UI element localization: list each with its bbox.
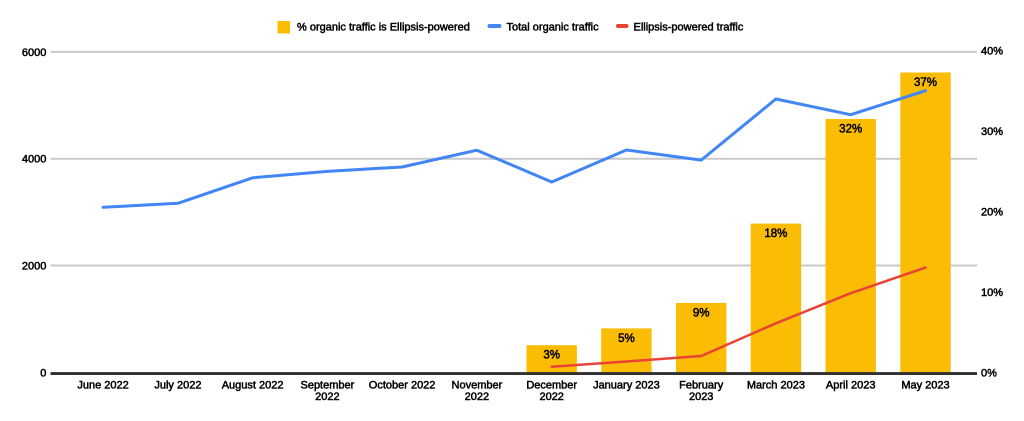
svg-text:2000: 2000: [22, 261, 46, 273]
svg-text:January 2023: January 2023: [593, 379, 660, 391]
svg-text:37%: 37%: [914, 77, 937, 89]
svg-text:February: February: [679, 379, 724, 391]
svg-text:32%: 32%: [839, 124, 862, 136]
svg-text:4000: 4000: [22, 154, 46, 166]
svg-text:November: November: [452, 379, 503, 391]
svg-text:0%: 0%: [981, 368, 997, 380]
svg-text:2022: 2022: [539, 391, 563, 403]
svg-text:5%: 5%: [618, 333, 635, 345]
svg-text:December: December: [526, 379, 577, 391]
svg-text:40%: 40%: [981, 46, 1003, 58]
svg-text:9%: 9%: [693, 308, 710, 320]
svg-text:0: 0: [40, 368, 46, 380]
svg-text:2023: 2023: [689, 391, 713, 403]
svg-text:% organic traffic is Ellipsis-: % organic traffic is Ellipsis-powered: [297, 22, 470, 34]
svg-text:Total organic traffic: Total organic traffic: [507, 22, 600, 34]
svg-text:18%: 18%: [764, 228, 787, 240]
svg-text:July 2022: July 2022: [154, 379, 201, 391]
svg-text:10%: 10%: [981, 287, 1003, 299]
svg-text:2022: 2022: [315, 391, 339, 403]
svg-text:April 2023: April 2023: [826, 379, 876, 391]
svg-text:March 2023: March 2023: [747, 379, 805, 391]
svg-text:30%: 30%: [981, 126, 1003, 138]
svg-text:3%: 3%: [543, 350, 560, 362]
svg-text:June 2022: June 2022: [77, 379, 128, 391]
svg-text:Ellipsis-powered traffic: Ellipsis-powered traffic: [634, 22, 744, 34]
svg-text:2022: 2022: [465, 391, 489, 403]
svg-text:August 2022: August 2022: [222, 379, 284, 391]
svg-text:6000: 6000: [22, 47, 46, 59]
svg-text:20%: 20%: [981, 207, 1003, 219]
svg-text:October 2022: October 2022: [369, 379, 436, 391]
svg-text:September: September: [300, 379, 354, 391]
svg-text:May 2023: May 2023: [901, 379, 949, 391]
